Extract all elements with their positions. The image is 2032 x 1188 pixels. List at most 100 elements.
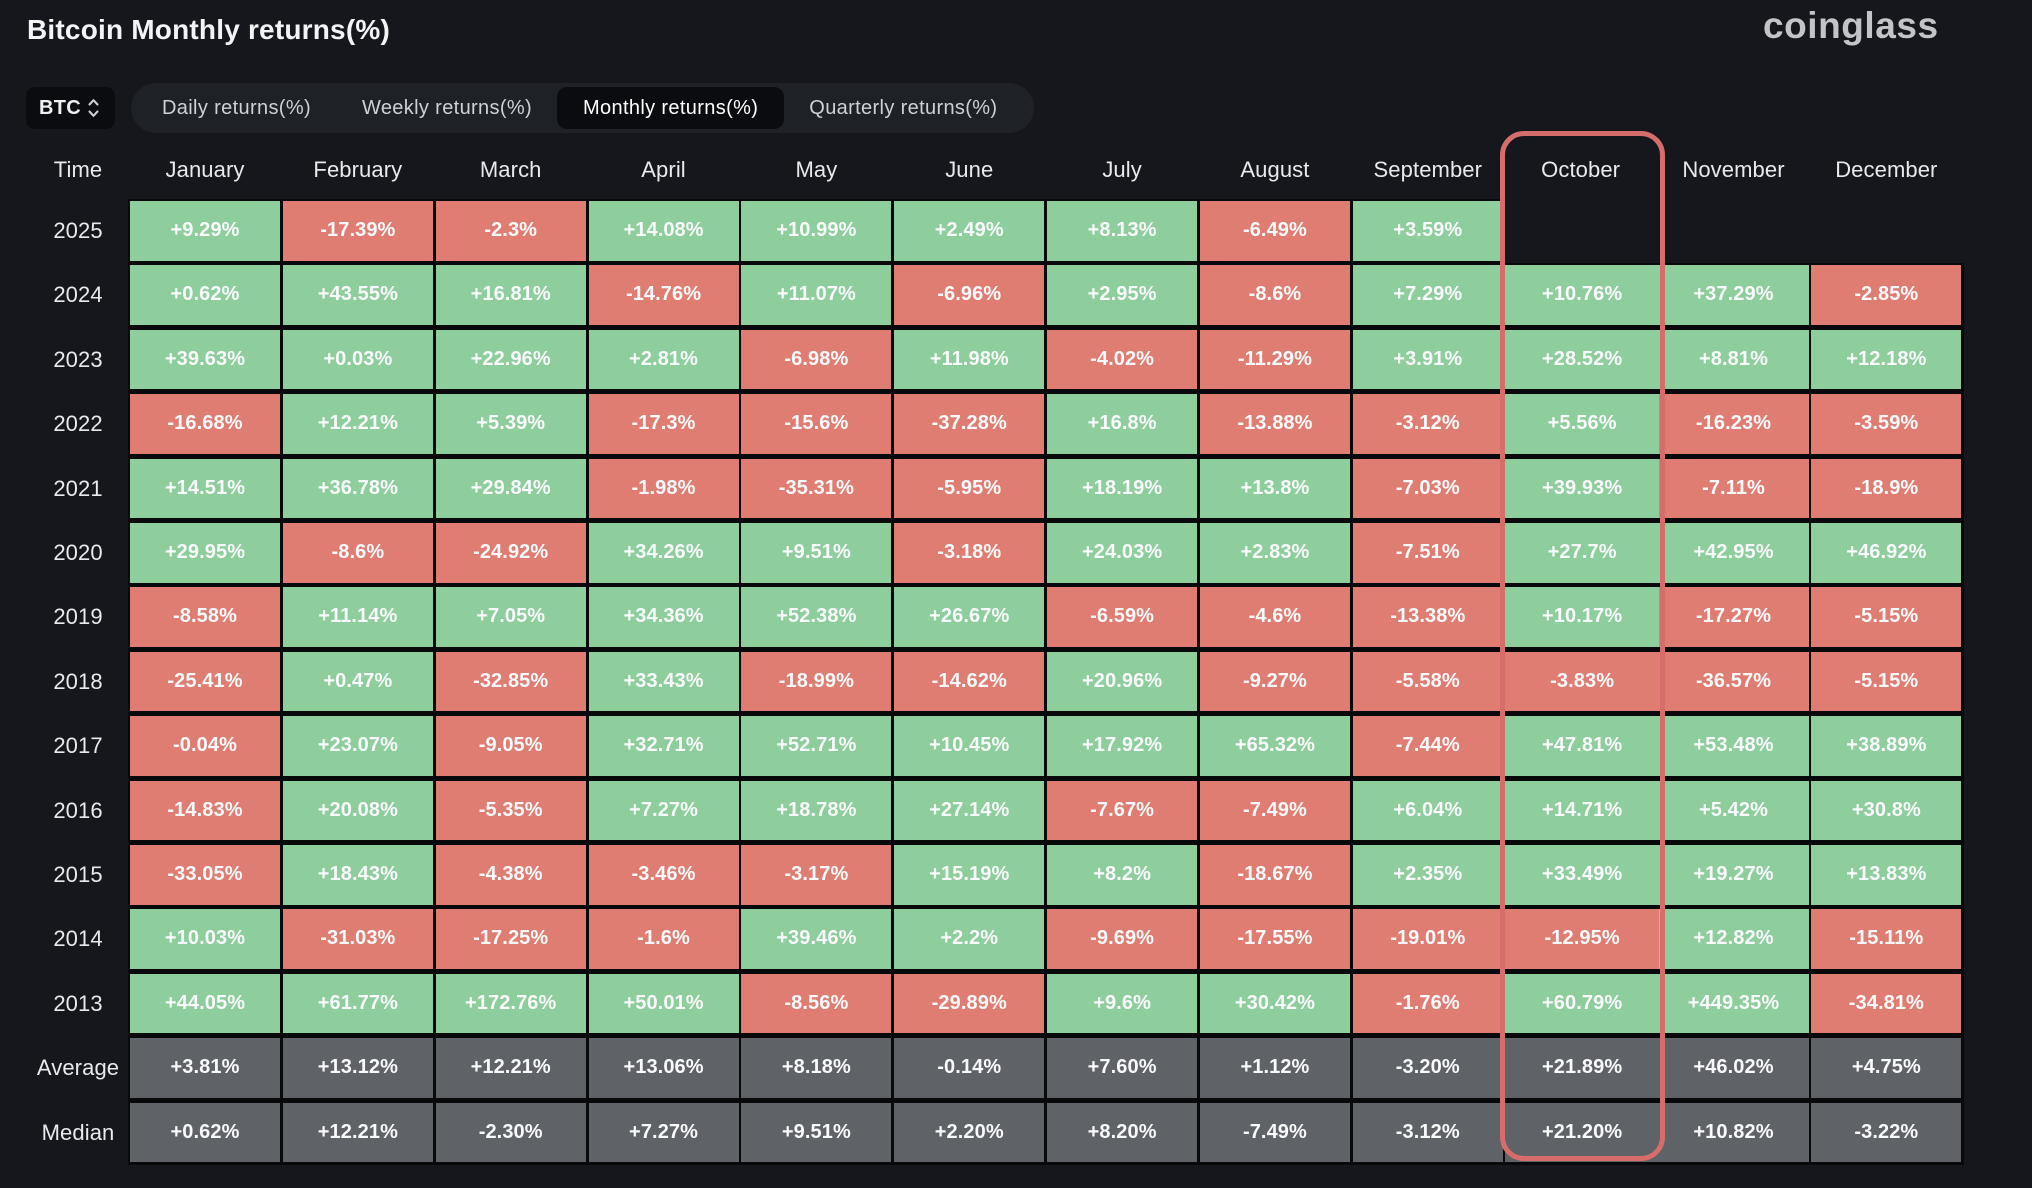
return-cell-2025-july: +8.13% bbox=[1047, 201, 1198, 261]
return-cell-2014-january: +10.03% bbox=[130, 909, 280, 969]
return-cell-average-june: -0.14% bbox=[894, 1038, 1045, 1098]
return-cell-2021-july: +18.19% bbox=[1047, 458, 1198, 519]
return-cell-2021-april: -1.98% bbox=[588, 458, 739, 519]
return-cell-2014-october: -12.95% bbox=[1504, 909, 1660, 969]
return-cell-2020-january: +29.95% bbox=[130, 523, 280, 583]
return-cell-2025-january: +9.29% bbox=[130, 201, 280, 261]
return-cell-2019-october: +10.17% bbox=[1504, 587, 1660, 647]
return-cell-2019-september: -13.38% bbox=[1352, 587, 1503, 647]
tab-monthly-returns[interactable]: Monthly returns(%) bbox=[557, 87, 785, 129]
return-cell-2014-february: -31.03% bbox=[282, 909, 433, 969]
return-cell-average-march: +12.21% bbox=[435, 1038, 586, 1098]
return-cell-2015-january: -33.05% bbox=[130, 845, 280, 905]
return-cell-2025-june: +2.49% bbox=[894, 201, 1045, 261]
return-cell-average-october: +21.89% bbox=[1504, 1038, 1660, 1098]
return-cell-2019-february: +11.14% bbox=[282, 587, 433, 647]
tab-weekly-returns[interactable]: Weekly returns(%) bbox=[361, 96, 533, 119]
return-cell-2015-november: +19.27% bbox=[1658, 845, 1809, 905]
return-cell-median-february: +12.21% bbox=[282, 1102, 433, 1163]
return-cell-2013-june: -29.89% bbox=[894, 973, 1045, 1034]
return-cell-average-january: +3.81% bbox=[130, 1038, 280, 1098]
return-cell-2017-april: +32.71% bbox=[588, 716, 739, 776]
return-cell-2020-november: +42.95% bbox=[1658, 523, 1809, 583]
return-cell-2015-august: -18.67% bbox=[1199, 845, 1350, 905]
return-cell-2021-september: -7.03% bbox=[1352, 458, 1503, 519]
return-cell-2022-july: +16.8% bbox=[1047, 394, 1198, 454]
return-cell-2018-november: -36.57% bbox=[1658, 651, 1809, 712]
return-cell-median-october: +21.20% bbox=[1504, 1102, 1660, 1163]
return-cell-2013-august: +30.42% bbox=[1199, 973, 1350, 1034]
return-cell-2017-december: +38.89% bbox=[1811, 716, 1962, 776]
return-cell-2013-january: +44.05% bbox=[130, 973, 280, 1034]
month-header-july: July bbox=[1102, 157, 1142, 182]
return-cell-2020-july: +24.03% bbox=[1047, 523, 1198, 583]
return-cell-2013-april: +50.01% bbox=[588, 973, 739, 1034]
row-label-2018: 2018 bbox=[53, 668, 103, 694]
return-cell-2016-september: +6.04% bbox=[1352, 780, 1503, 841]
return-cell-2015-march: -4.38% bbox=[435, 845, 586, 905]
return-cell-average-december: +4.75% bbox=[1811, 1038, 1962, 1098]
return-cell-2022-october: +5.56% bbox=[1504, 394, 1660, 454]
return-cell-2014-may: +39.46% bbox=[741, 909, 892, 969]
return-cell-2015-july: +8.2% bbox=[1047, 845, 1198, 905]
return-cell-2020-december: +46.92% bbox=[1811, 523, 1962, 583]
return-cell-2015-october: +33.49% bbox=[1504, 845, 1660, 905]
month-header-may: May bbox=[795, 157, 838, 182]
return-cell-2015-april: -3.46% bbox=[588, 845, 739, 905]
return-cell-2016-june: +27.14% bbox=[894, 780, 1045, 841]
return-cell-2019-june: +26.67% bbox=[894, 587, 1045, 647]
return-cell-2015-december: +13.83% bbox=[1811, 845, 1962, 905]
return-cell-2023-june: +11.98% bbox=[894, 329, 1045, 390]
return-cell-2024-november: +37.29% bbox=[1658, 265, 1809, 325]
return-cell-2024-june: -6.96% bbox=[894, 265, 1045, 325]
tab-quarterly-returns[interactable]: Quarterly returns(%) bbox=[809, 96, 998, 119]
return-cell-2016-may: +18.78% bbox=[741, 780, 892, 841]
return-cell-2021-october: +39.93% bbox=[1504, 458, 1660, 519]
return-cell-2024-april: -14.76% bbox=[588, 265, 739, 325]
return-cell-2017-may: +52.71% bbox=[741, 716, 892, 776]
return-cell-median-may: +9.51% bbox=[741, 1102, 892, 1163]
row-label-average: Average bbox=[36, 1055, 120, 1081]
month-header-april: April bbox=[641, 157, 686, 182]
return-cell-2016-april: +7.27% bbox=[588, 780, 739, 841]
return-cell-2023-may: -6.98% bbox=[741, 329, 892, 390]
return-cell-2021-february: +36.78% bbox=[282, 458, 433, 519]
return-cell-median-september: -3.12% bbox=[1352, 1102, 1503, 1163]
return-cell-2014-november: +12.82% bbox=[1658, 909, 1809, 969]
return-cell-2019-may: +52.38% bbox=[741, 587, 892, 647]
return-cell-2016-october: +14.71% bbox=[1504, 780, 1660, 841]
return-cell-2022-february: +12.21% bbox=[282, 394, 433, 454]
return-cell-2020-september: -7.51% bbox=[1352, 523, 1503, 583]
return-cell-2014-december: -15.11% bbox=[1811, 909, 1962, 969]
return-cell-2017-june: +10.45% bbox=[894, 716, 1045, 776]
return-cell-average-november: +46.02% bbox=[1658, 1038, 1809, 1098]
return-cell-2020-may: +9.51% bbox=[741, 523, 892, 583]
return-cell-2016-january: -14.83% bbox=[130, 780, 280, 841]
return-cell-2018-may: -18.99% bbox=[741, 651, 892, 712]
return-cell-2019-august: -4.6% bbox=[1199, 587, 1350, 647]
row-label-median: Median bbox=[41, 1119, 115, 1145]
return-cell-2020-february: -8.6% bbox=[282, 523, 433, 583]
return-cell-2018-october: -3.83% bbox=[1504, 651, 1660, 712]
return-cell-2013-december: -34.81% bbox=[1811, 973, 1962, 1034]
return-cell-2013-september: -1.76% bbox=[1352, 973, 1503, 1034]
return-cell-2020-april: +34.26% bbox=[588, 523, 739, 583]
page-title: Bitcoin Monthly returns(%) bbox=[27, 14, 390, 45]
return-cell-2020-june: -3.18% bbox=[894, 523, 1045, 583]
return-cell-2018-july: +20.96% bbox=[1047, 651, 1198, 712]
return-cell-2022-november: -16.23% bbox=[1658, 394, 1809, 454]
return-cell-2022-may: -15.6% bbox=[741, 394, 892, 454]
return-cell-average-april: +13.06% bbox=[588, 1038, 739, 1098]
return-cell-2025-august: -6.49% bbox=[1199, 201, 1350, 261]
tab-daily-returns[interactable]: Daily returns(%) bbox=[162, 96, 311, 119]
up-down-chevrons-icon bbox=[87, 97, 100, 119]
row-label-2016: 2016 bbox=[53, 797, 103, 823]
return-cell-2022-august: -13.88% bbox=[1199, 394, 1350, 454]
return-cell-2018-june: -14.62% bbox=[894, 651, 1045, 712]
return-cell-2024-december: -2.85% bbox=[1811, 265, 1962, 325]
return-cell-2018-march: -32.85% bbox=[435, 651, 586, 712]
return-cell-2022-september: -3.12% bbox=[1352, 394, 1503, 454]
symbol-select[interactable]: BTC bbox=[26, 87, 115, 129]
return-cell-2023-march: +22.96% bbox=[435, 329, 586, 390]
row-label-2017: 2017 bbox=[53, 733, 103, 759]
